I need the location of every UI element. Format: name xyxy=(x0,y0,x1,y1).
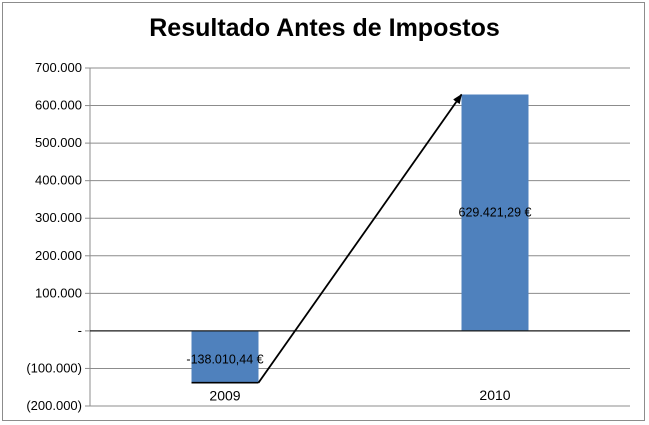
chart-title: Resultado Antes de Impostos xyxy=(149,14,500,42)
y-tick-label: 700.000 xyxy=(35,60,82,75)
data-label: -138.010,44 € xyxy=(186,352,263,366)
x-category-label: 2010 xyxy=(479,387,510,403)
y-tick-label: 500.000 xyxy=(35,135,82,150)
y-tick-label: 300.000 xyxy=(35,210,82,225)
y-tick-label: (200.000) xyxy=(26,398,82,413)
y-tick-label: 400.000 xyxy=(35,173,82,188)
y-tick-label: (100.000) xyxy=(26,360,82,375)
y-tick-label: 600.000 xyxy=(35,98,82,113)
annotation-arrow xyxy=(257,93,463,384)
x-category-label: 2009 xyxy=(209,388,240,404)
y-tick-label: - xyxy=(78,323,82,338)
bar xyxy=(461,94,529,331)
y-tick-label: 100.000 xyxy=(35,285,82,300)
bar xyxy=(191,330,259,383)
data-label: 629.421,29 € xyxy=(459,206,532,220)
y-tick-label: 200.000 xyxy=(35,248,82,263)
chart-frame xyxy=(2,2,645,421)
